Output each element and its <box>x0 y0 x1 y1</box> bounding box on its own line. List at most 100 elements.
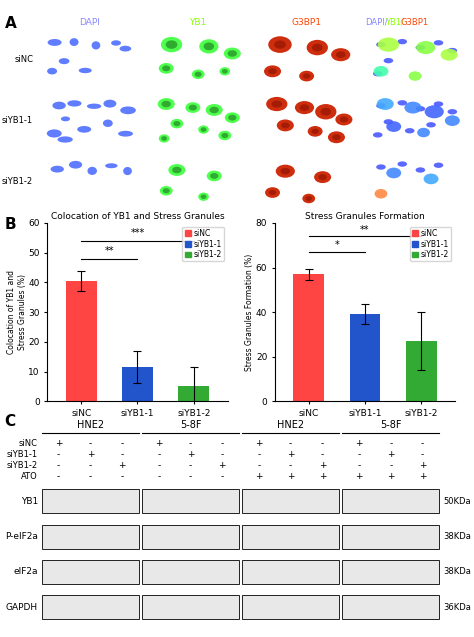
Ellipse shape <box>185 103 201 113</box>
Ellipse shape <box>376 164 386 169</box>
Text: -: - <box>357 461 361 470</box>
Text: **: ** <box>360 225 370 234</box>
Ellipse shape <box>265 187 280 198</box>
Ellipse shape <box>302 194 315 203</box>
Text: -: - <box>120 450 124 459</box>
Text: siYB1-1: siYB1-1 <box>2 116 33 125</box>
Ellipse shape <box>162 66 170 71</box>
Ellipse shape <box>299 71 314 82</box>
Text: HNE2: HNE2 <box>277 420 304 431</box>
Ellipse shape <box>336 113 353 125</box>
Ellipse shape <box>434 40 443 45</box>
Ellipse shape <box>192 69 205 79</box>
Ellipse shape <box>105 163 118 168</box>
Bar <box>293 274 324 401</box>
Text: C: C <box>5 414 16 429</box>
Ellipse shape <box>269 190 276 195</box>
Ellipse shape <box>398 39 407 45</box>
Ellipse shape <box>210 173 218 179</box>
Ellipse shape <box>386 168 401 178</box>
Ellipse shape <box>314 171 331 183</box>
Text: siYB1-1: siYB1-1 <box>7 450 38 459</box>
Ellipse shape <box>118 131 133 136</box>
Text: 36KDa: 36KDa <box>443 603 471 612</box>
Bar <box>178 387 209 401</box>
Text: +: + <box>287 471 294 481</box>
Ellipse shape <box>53 102 66 110</box>
Ellipse shape <box>111 40 121 46</box>
Ellipse shape <box>336 52 346 58</box>
Ellipse shape <box>198 125 209 134</box>
Ellipse shape <box>61 117 70 121</box>
Ellipse shape <box>189 104 197 111</box>
Title: Colocation of YB1 and Stress Granules: Colocation of YB1 and Stress Granules <box>51 211 224 221</box>
Ellipse shape <box>224 48 241 59</box>
Text: -: - <box>357 450 361 459</box>
Text: -: - <box>120 471 124 481</box>
Ellipse shape <box>441 49 458 61</box>
Text: +: + <box>155 439 163 448</box>
Ellipse shape <box>225 112 240 123</box>
Text: B: B <box>5 217 17 232</box>
Ellipse shape <box>277 120 294 131</box>
Ellipse shape <box>307 40 328 55</box>
Ellipse shape <box>103 120 113 127</box>
Legend: siNC, siYB1-1, siYB1-2: siNC, siYB1-1, siYB1-2 <box>182 227 224 261</box>
Text: -: - <box>189 461 192 470</box>
Text: -: - <box>221 471 224 481</box>
Ellipse shape <box>405 128 415 133</box>
Text: 5-8F: 5-8F <box>380 420 401 431</box>
Text: -: - <box>421 450 424 459</box>
Ellipse shape <box>79 68 92 73</box>
Ellipse shape <box>416 45 425 50</box>
Legend: siNC, siYB1-1, siYB1-2: siNC, siYB1-1, siYB1-2 <box>410 227 451 261</box>
Text: -: - <box>57 461 60 470</box>
Ellipse shape <box>295 101 314 114</box>
Ellipse shape <box>416 41 435 54</box>
Ellipse shape <box>210 107 219 113</box>
Ellipse shape <box>160 186 173 196</box>
Ellipse shape <box>281 168 290 175</box>
Text: siYB1-2: siYB1-2 <box>7 461 38 470</box>
Ellipse shape <box>386 121 401 132</box>
Ellipse shape <box>404 102 421 113</box>
Ellipse shape <box>319 174 327 180</box>
Ellipse shape <box>47 39 62 46</box>
Ellipse shape <box>376 42 386 47</box>
Ellipse shape <box>159 134 169 143</box>
Ellipse shape <box>434 162 443 168</box>
Text: -: - <box>321 450 324 459</box>
Y-axis label: Colocation of YB1 and
Stress Granules (%): Colocation of YB1 and Stress Granules (%… <box>8 270 27 354</box>
Text: YB1: YB1 <box>21 497 38 506</box>
Text: -: - <box>57 450 60 459</box>
Ellipse shape <box>120 106 136 114</box>
Ellipse shape <box>119 46 131 52</box>
Ellipse shape <box>172 167 182 173</box>
Text: -: - <box>389 461 392 470</box>
Text: GAPDH: GAPDH <box>6 603 38 612</box>
Ellipse shape <box>51 166 64 173</box>
Text: +: + <box>419 471 426 481</box>
Text: +: + <box>118 461 126 470</box>
Text: -: - <box>257 450 260 459</box>
Ellipse shape <box>166 40 177 49</box>
Ellipse shape <box>163 188 170 194</box>
Text: P-eIF2a: P-eIF2a <box>5 532 38 541</box>
Text: DAPI/: DAPI/ <box>365 18 388 27</box>
Text: -: - <box>120 439 124 448</box>
Text: siNC: siNC <box>19 439 38 448</box>
Y-axis label: Stress Granules Formation (%): Stress Granules Formation (%) <box>246 254 255 371</box>
Text: 50KDa: 50KDa <box>443 497 471 506</box>
Text: +: + <box>255 471 263 481</box>
Text: -: - <box>221 439 224 448</box>
Ellipse shape <box>264 66 281 77</box>
Text: +: + <box>187 450 194 459</box>
Ellipse shape <box>57 136 73 143</box>
Ellipse shape <box>434 101 443 107</box>
Text: -: - <box>321 439 324 448</box>
Text: +: + <box>87 450 94 459</box>
Ellipse shape <box>276 164 295 178</box>
Ellipse shape <box>47 68 57 75</box>
Ellipse shape <box>383 58 393 63</box>
Ellipse shape <box>373 71 383 76</box>
